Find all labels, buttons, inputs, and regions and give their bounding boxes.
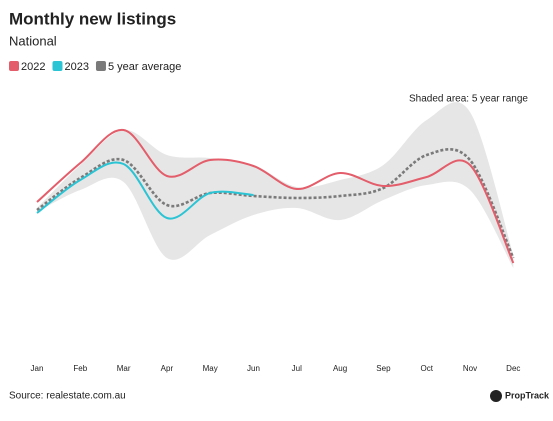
source: Source: realestate.com.au <box>9 391 126 402</box>
legend-swatch <box>95 61 106 71</box>
chart-title: Monthly new listings <box>9 9 176 28</box>
series-line <box>36 128 515 264</box>
x-tick-label: Dec <box>506 364 520 373</box>
legend-swatch <box>52 61 63 71</box>
range-band <box>37 102 514 268</box>
x-tick-label: Jan <box>31 364 44 373</box>
legend-swatch <box>9 61 19 71</box>
series-line <box>36 148 515 259</box>
x-tick-label: Oct <box>420 364 433 373</box>
legend-label: 2023 <box>64 61 88 73</box>
series-line <box>36 161 254 220</box>
legend-label: 2022 <box>21 61 45 73</box>
x-tick-label: Nov <box>463 364 477 373</box>
brand-icon <box>490 390 502 402</box>
legend-label: 5 year average <box>108 61 181 73</box>
x-tick-label: May <box>203 364 218 373</box>
x-tick-label: Apr <box>161 364 174 373</box>
x-tick-label: Aug <box>333 364 347 373</box>
x-tick-label: Jun <box>247 364 260 373</box>
x-tick-label: Feb <box>73 364 87 373</box>
x-tick-label: Mar <box>117 364 131 373</box>
x-tick-label: Sep <box>376 364 391 373</box>
brand: PropTrack <box>505 390 550 400</box>
annotation: Shaded area: 5 year range <box>409 94 528 105</box>
x-tick-label: Jul <box>292 364 302 373</box>
chart-subtitle: National <box>9 33 57 48</box>
